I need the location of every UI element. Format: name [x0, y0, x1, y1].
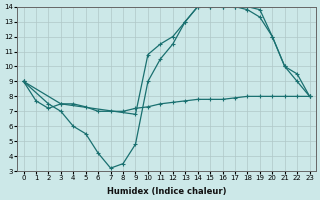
- X-axis label: Humidex (Indice chaleur): Humidex (Indice chaleur): [107, 187, 226, 196]
